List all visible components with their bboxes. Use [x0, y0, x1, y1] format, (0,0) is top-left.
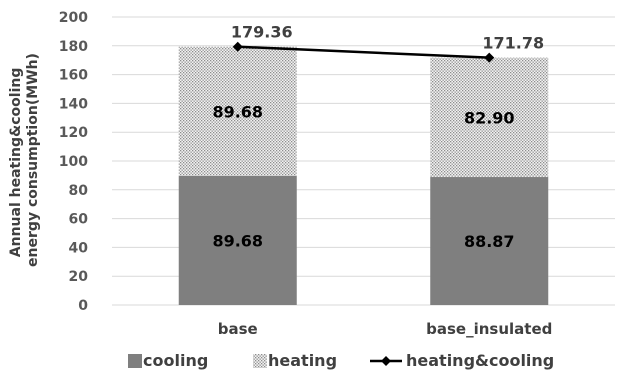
- bars: 89.68 89.68 88.87 82.90: [178, 46, 549, 305]
- bar-label-heating: 82.90: [464, 108, 515, 127]
- legend-item-heating&cooling: heating&cooling: [370, 351, 554, 370]
- y-axis-label: Annual heating&cooling energy consumptio…: [8, 53, 41, 267]
- y-tick-label: 140: [59, 96, 88, 112]
- legend-label: heating&cooling: [406, 351, 554, 370]
- line-point: [484, 52, 495, 63]
- line-point: [232, 41, 243, 52]
- line-point-label: 171.78: [482, 34, 544, 53]
- legend-item-cooling: cooling: [128, 351, 208, 370]
- x-tick-labels: base base_insulated: [218, 320, 553, 338]
- bar-cooling-base_insulated: [430, 177, 549, 305]
- bar-label-cooling: 89.68: [212, 231, 263, 250]
- y-axis-label-line-1: Annual heating&cooling: [8, 68, 24, 258]
- y-tick-label: 180: [59, 39, 88, 55]
- legend: cooling heating heating&cooling: [128, 351, 554, 370]
- y-tick-label: 0: [78, 298, 88, 314]
- legend-swatch: [253, 354, 267, 368]
- y-tick-label: 40: [69, 240, 89, 256]
- y-tick-label: 160: [59, 68, 88, 84]
- x-tick-label: base: [218, 320, 258, 338]
- bar-heating-base: [178, 46, 297, 176]
- legend-item-heating: heating: [253, 351, 337, 370]
- bar-cooling-base: [178, 175, 297, 305]
- y-tick-label: 200: [59, 10, 88, 26]
- x-tick-label: base_insulated: [426, 320, 552, 338]
- y-tick-label: 60: [69, 212, 89, 228]
- y-tick-label: 80: [69, 183, 89, 199]
- legend-swatch: [128, 354, 142, 368]
- legend-label: heating: [268, 351, 337, 370]
- y-tick-labels: 0 20 40 60 80 100 120 140 160 180 200: [59, 10, 88, 314]
- bar-label-heating: 89.68: [212, 102, 263, 121]
- bar-heating-base_insulated: [430, 57, 549, 178]
- y-tick-label: 100: [59, 154, 88, 170]
- y-axis-label-line-2: energy consumption(MWh): [25, 53, 41, 267]
- y-tick-label: 120: [59, 125, 88, 141]
- y-tick-label: 20: [69, 269, 89, 285]
- legend-marker: [381, 356, 391, 366]
- legend-label: cooling: [143, 351, 208, 370]
- bar-label-cooling: 88.87: [464, 232, 515, 251]
- total-line: 179.36 171.78: [231, 23, 544, 63]
- line-point-label: 179.36: [231, 23, 293, 42]
- line-heating-cooling: [237, 45, 490, 59]
